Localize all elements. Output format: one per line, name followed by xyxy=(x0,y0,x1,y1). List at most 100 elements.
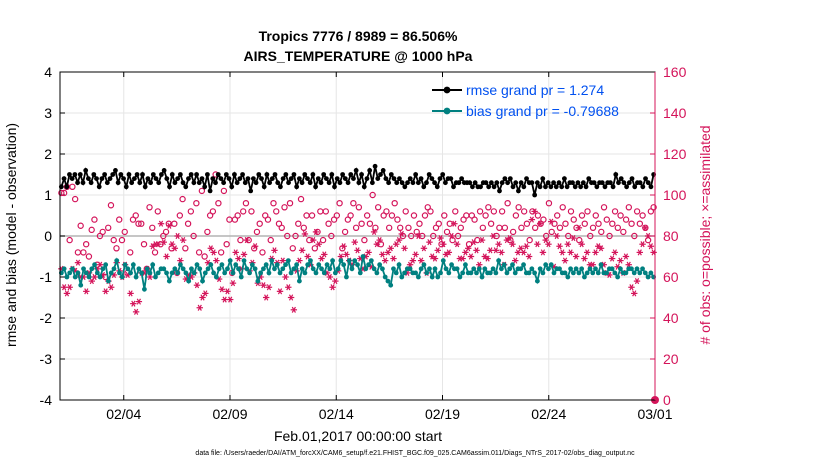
possible-obs-point xyxy=(264,216,272,223)
assimilated-obs-point xyxy=(218,286,226,293)
rmse-point xyxy=(318,180,324,186)
possible-obs-point xyxy=(176,212,184,219)
possible-obs-point xyxy=(587,232,594,240)
possible-obs-point xyxy=(410,212,418,219)
asterisk-stroke xyxy=(549,218,554,225)
rmse-point xyxy=(269,176,275,182)
bias-point xyxy=(269,258,275,263)
rmse-point xyxy=(580,180,586,186)
bias-point xyxy=(219,262,225,268)
possible-obs-point xyxy=(584,208,591,215)
rmse-point xyxy=(183,184,189,190)
asterisk-stroke xyxy=(316,241,321,248)
bias-point xyxy=(103,262,109,268)
bias-point xyxy=(418,266,424,272)
rmse-point xyxy=(648,184,654,190)
asterisk-stroke xyxy=(452,220,457,227)
asterisk-stroke xyxy=(571,234,576,242)
possible-obs-point xyxy=(559,204,566,211)
rmse-point xyxy=(570,180,575,186)
possible-obs-point xyxy=(540,216,547,223)
bias-point xyxy=(277,270,283,276)
assimilated-obs-point xyxy=(132,308,140,315)
bias-point xyxy=(225,266,230,272)
asterisk-stroke xyxy=(590,261,595,268)
bias-point xyxy=(258,270,264,276)
bias-point xyxy=(454,266,460,272)
asterisk-stroke xyxy=(302,230,308,238)
asterisk-stroke xyxy=(562,257,568,264)
asterisk-stroke xyxy=(277,288,283,295)
assimilated-obs-point xyxy=(525,253,533,260)
asterisk-stroke xyxy=(427,239,432,246)
possible-obs-point xyxy=(193,199,200,207)
assimilated-obs-point xyxy=(171,245,179,252)
rmse-point xyxy=(415,180,421,186)
chart-title: Tropics 7776 / 8989 = 86.506% xyxy=(259,28,458,44)
assimilated-obs-point xyxy=(177,257,184,264)
chart-subtitle: AIRS_TEMPERATURE @ 1000 hPa xyxy=(244,48,473,64)
assimilated-obs-point xyxy=(561,257,569,264)
bias-point xyxy=(609,266,615,272)
rmse-point xyxy=(210,176,216,182)
assimilated-obs-point xyxy=(531,208,538,215)
asterisk-stroke xyxy=(167,222,172,229)
bias-point xyxy=(97,274,103,280)
bias-point xyxy=(238,274,244,280)
possible-obs-point xyxy=(394,216,401,223)
assimilated-obs-point xyxy=(464,245,472,252)
asterisk-stroke xyxy=(300,247,305,254)
asterisk-stroke xyxy=(280,257,285,264)
bias-point xyxy=(332,270,338,276)
possible-obs-point xyxy=(374,204,382,211)
asterisk-stroke xyxy=(161,239,166,246)
rmse-point xyxy=(291,172,297,177)
assimilated-obs-point xyxy=(628,284,635,291)
asterisk-stroke xyxy=(601,261,606,268)
rmse-point xyxy=(186,176,191,182)
bias-point xyxy=(283,262,288,268)
rmse-point xyxy=(599,180,605,186)
asterisk-stroke xyxy=(252,243,258,250)
assimilated-obs-point xyxy=(226,296,234,303)
assimilated-obs-point xyxy=(583,249,591,256)
possible-obs-point xyxy=(589,224,597,231)
rmse-point xyxy=(175,176,181,182)
bias-point xyxy=(108,270,114,276)
bias-point xyxy=(139,270,145,276)
asterisk-stroke xyxy=(468,253,474,260)
possible-obs-point xyxy=(452,208,459,215)
rmse-point xyxy=(180,180,186,186)
possible-obs-point xyxy=(116,216,123,223)
rmse-point xyxy=(405,180,410,186)
assimilated-obs-point xyxy=(448,232,455,240)
rmse-point xyxy=(121,176,126,182)
possible-obs-point xyxy=(441,212,448,219)
bias-point xyxy=(288,270,294,276)
bias-point xyxy=(272,266,277,272)
asterisk-stroke xyxy=(493,247,498,254)
rmse-point xyxy=(99,176,105,182)
possible-obs-point xyxy=(578,212,586,219)
possible-obs-point xyxy=(347,212,354,219)
rmse-point xyxy=(75,180,80,186)
rmse-point xyxy=(488,180,494,186)
asterisk-stroke xyxy=(565,241,570,248)
asterisk-stroke xyxy=(460,255,465,262)
legend-rmse-marker xyxy=(443,86,451,94)
asterisk-stroke xyxy=(488,247,493,254)
assimilated-obs-point xyxy=(564,241,572,248)
possible-obs-point xyxy=(650,204,657,211)
rmse-point xyxy=(537,184,543,190)
asterisk-stroke xyxy=(637,249,642,256)
plot-area: 02/04 02/09 02/14 02/19 02/24 03/01 -4 -3 -2 -1 0 1… xyxy=(40,64,687,422)
assimilated-obs-point xyxy=(318,255,325,262)
bias-point xyxy=(128,270,133,276)
possible-obs-point xyxy=(463,212,470,219)
asterisk-stroke xyxy=(557,243,562,250)
possible-obs-point xyxy=(295,220,302,227)
possible-obs-point xyxy=(554,212,561,219)
asterisk-stroke xyxy=(615,263,620,270)
possible-obs-point xyxy=(234,212,241,219)
bias-point xyxy=(360,254,366,259)
